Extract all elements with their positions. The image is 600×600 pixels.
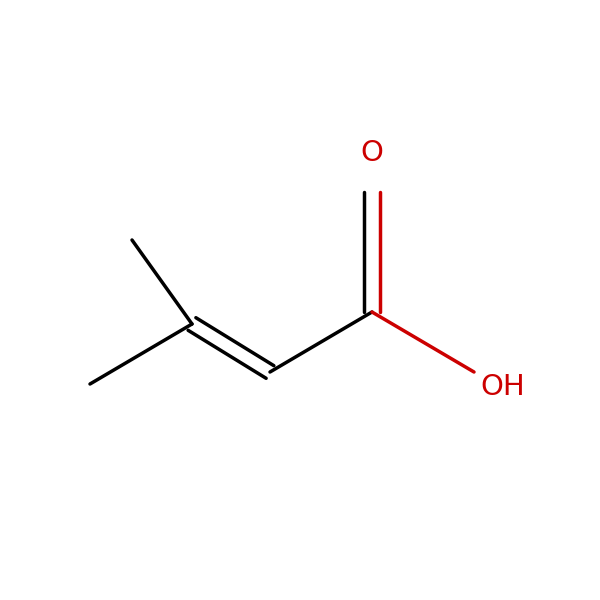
Text: OH: OH xyxy=(480,373,525,401)
Text: O: O xyxy=(361,139,383,167)
